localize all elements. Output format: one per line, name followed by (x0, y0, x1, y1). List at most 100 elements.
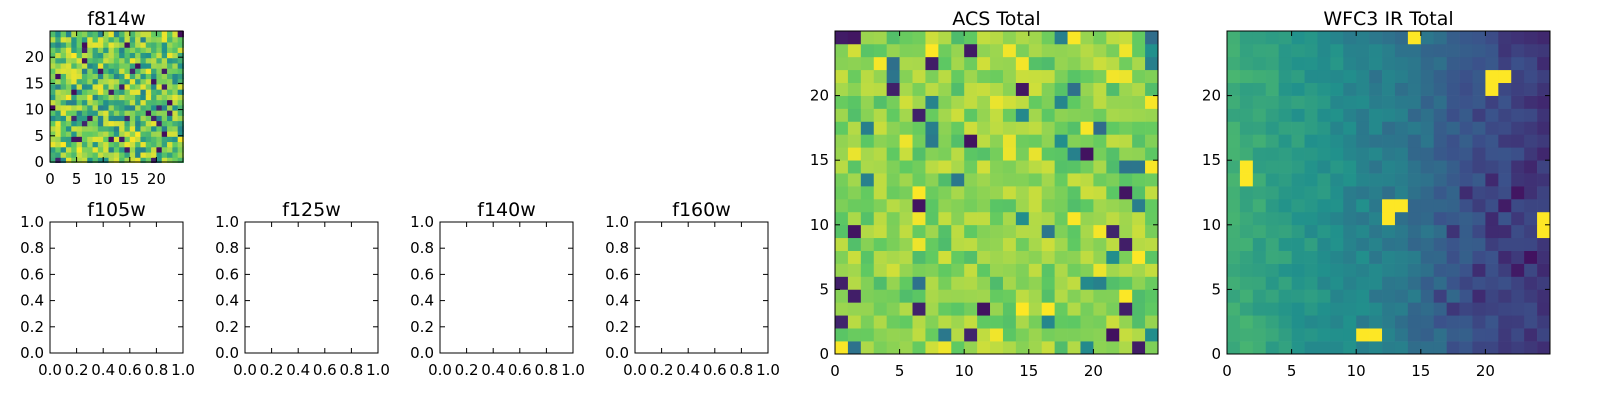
wfc3-ir-total-cell (1343, 341, 1357, 355)
f814w-cell (97, 151, 105, 158)
f814w-cell (167, 31, 174, 38)
acs-total-cell (1132, 341, 1146, 355)
wfc3-ir-total-cell (1472, 134, 1486, 148)
f814w-cell (140, 93, 147, 101)
f814w-cell (129, 99, 137, 106)
f814w-cell (135, 41, 142, 48)
f814w-cell (76, 36, 83, 43)
acs-total-cell (1015, 341, 1030, 355)
f814w-cell (161, 135, 168, 143)
wfc3-ir-total-cell (1433, 250, 1447, 264)
wfc3-ir-total-cell (1407, 160, 1422, 174)
f814w-cell (65, 130, 73, 137)
wfc3-ir-total-cell (1343, 302, 1357, 316)
wfc3-ir-total-cell (1537, 198, 1551, 213)
wfc3-ir-total-ytick-label-0: 0 (1211, 345, 1221, 363)
acs-total-cell (951, 69, 965, 84)
acs-total-cell (886, 289, 900, 303)
acs-total-cell (1028, 43, 1043, 58)
f814w-cell (124, 156, 131, 164)
wfc3-ir-total-cell (1265, 69, 1280, 84)
acs-total-cell (1015, 173, 1030, 187)
acs-total-ytick-label-3: 15 (810, 151, 829, 169)
wfc3-ir-total-cell (1239, 237, 1254, 251)
wfc3-ir-total-cell (1420, 186, 1435, 200)
wfc3-ir-total-cell (1317, 69, 1331, 84)
f814w-cell (55, 125, 62, 132)
acs-total-cell (912, 211, 926, 226)
f814w-ytick-label-3: 15 (25, 74, 44, 92)
acs-total-cell (1067, 95, 1081, 109)
wfc3-ir-total-cell (1537, 211, 1551, 226)
wfc3-ir-total-cell (1330, 147, 1344, 161)
f814w-cell (140, 31, 147, 38)
wfc3-ir-total-cell (1239, 147, 1254, 161)
f814w-cell (71, 78, 78, 85)
wfc3-ir-total-cell (1524, 263, 1538, 277)
f814w-cell (65, 83, 73, 90)
acs-total-cell (990, 160, 1004, 174)
acs-total-cell (899, 147, 913, 161)
wfc3-ir-total-cell (1433, 160, 1447, 174)
acs-total-cell (990, 211, 1004, 226)
f814w-cell (119, 135, 126, 143)
wfc3-ir-total-cell (1394, 69, 1409, 84)
acs-total-cell (977, 211, 991, 226)
f814w-cell (140, 72, 147, 80)
f814w-cell (81, 36, 89, 43)
acs-total-cell (1132, 160, 1146, 174)
acs-total-cell (1106, 95, 1120, 109)
acs-total-cell (951, 56, 965, 71)
f814w-cell (71, 120, 78, 127)
acs-total-cell (1132, 211, 1146, 226)
f814w-cell (156, 67, 163, 74)
wfc3-ir-total-cell (1356, 43, 1370, 58)
acs-total-cell (860, 186, 875, 200)
wfc3-ir-total-cell (1252, 82, 1267, 96)
acs-total-cell (1067, 186, 1081, 200)
wfc3-ir-total-cell (1420, 263, 1435, 277)
f814w-cell (151, 151, 158, 158)
wfc3-ir-total-cell (1252, 224, 1267, 239)
f814w-cell (92, 104, 99, 111)
acs-total-cell (964, 198, 978, 213)
f814w-cell (71, 83, 78, 90)
acs-total-cell (938, 95, 952, 109)
wfc3-ir-total-cell (1524, 43, 1538, 58)
wfc3-ir-total-cell (1498, 276, 1512, 290)
acs-total-cell (964, 315, 978, 329)
wfc3-ir-total-cell (1356, 95, 1370, 109)
wfc3-ir-total-cell (1485, 82, 1499, 96)
f140w-xtick-label-1: 0.2 (455, 361, 479, 379)
wfc3-ir-total-cell (1511, 198, 1525, 213)
acs-total-cell (1041, 95, 1055, 109)
acs-total-cell (1093, 82, 1107, 96)
acs-total-cell (873, 121, 888, 135)
acs-total-cell (1106, 69, 1120, 84)
f814w-cell (135, 67, 142, 74)
wfc3-ir-total-cell (1265, 211, 1280, 226)
wfc3-ir-total-cell (1265, 237, 1280, 251)
wfc3-ir-total-cell (1537, 160, 1551, 174)
wfc3-ir-total-cell (1394, 31, 1409, 45)
acs-total-cell (835, 211, 849, 226)
acs-total-cell (912, 276, 926, 290)
f814w-cell (113, 114, 121, 122)
wfc3-ir-total-cell (1239, 134, 1254, 148)
f814w-cell (129, 135, 137, 143)
acs-total-cell (925, 289, 939, 303)
acs-total-cell (1067, 237, 1081, 251)
wfc3-ir-total-cell (1446, 160, 1460, 174)
f814w-cell (81, 78, 89, 85)
wfc3-ir-total-cell (1459, 302, 1473, 316)
acs-total-cell (1002, 250, 1017, 264)
acs-total-cell (873, 173, 888, 187)
wfc3-ir-total-cell (1485, 108, 1499, 122)
acs-total-cell (847, 198, 862, 213)
acs-total-cell (1080, 224, 1094, 239)
acs-total-cell (1106, 147, 1120, 161)
f814w-cell (119, 67, 126, 74)
wfc3-ir-total-cell (1459, 250, 1473, 264)
f814w-cell (65, 93, 73, 101)
